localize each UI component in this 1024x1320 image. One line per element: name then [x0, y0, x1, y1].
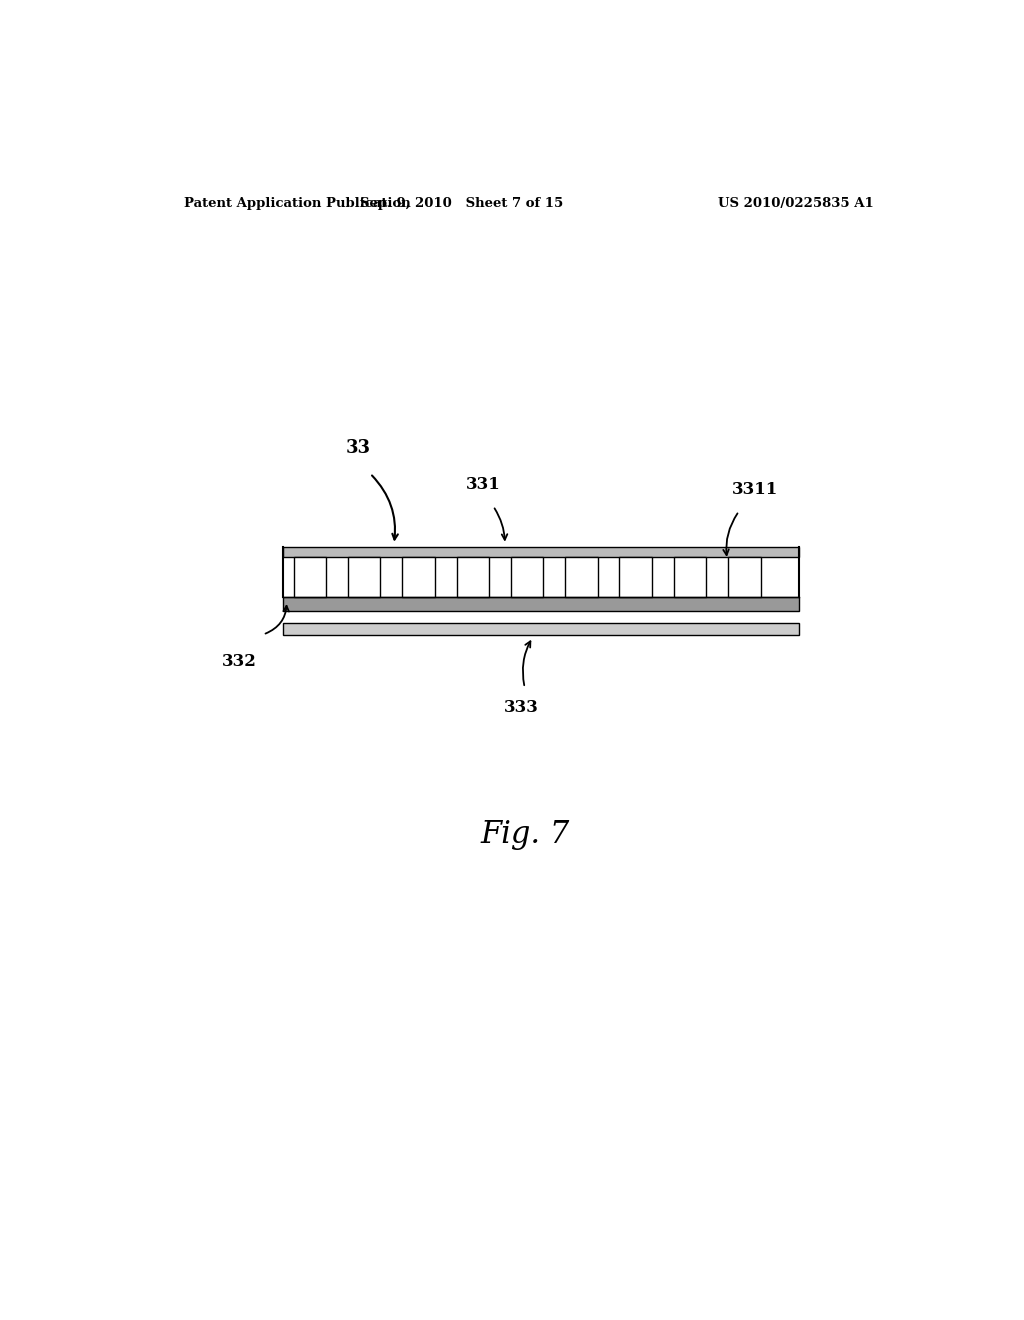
Text: 332: 332	[221, 653, 257, 669]
Bar	[348, 557, 381, 598]
Text: 3311: 3311	[732, 480, 778, 498]
Text: Patent Application Publication: Patent Application Publication	[183, 197, 411, 210]
Bar	[283, 623, 799, 635]
Bar	[511, 557, 544, 598]
Bar	[283, 546, 799, 557]
Text: Sep. 9, 2010   Sheet 7 of 15: Sep. 9, 2010 Sheet 7 of 15	[359, 197, 563, 210]
Bar	[283, 598, 799, 611]
Bar	[728, 557, 761, 598]
Bar	[294, 557, 327, 598]
Text: 331: 331	[466, 475, 501, 492]
Bar	[402, 557, 435, 598]
Text: US 2010/0225835 A1: US 2010/0225835 A1	[718, 197, 873, 210]
Text: 33: 33	[346, 440, 371, 457]
Text: Fig. 7: Fig. 7	[480, 818, 569, 850]
Bar	[457, 557, 489, 598]
Bar	[565, 557, 598, 598]
Bar	[620, 557, 652, 598]
Text: 333: 333	[504, 700, 539, 717]
Bar	[674, 557, 707, 598]
